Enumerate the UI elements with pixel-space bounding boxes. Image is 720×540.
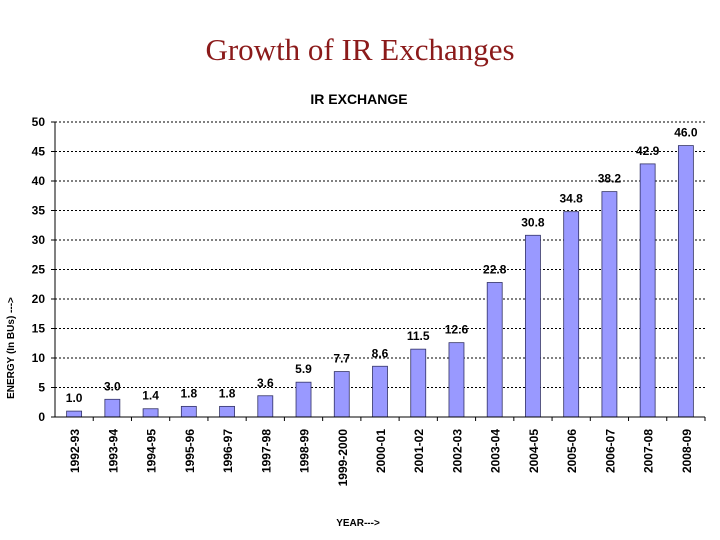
x-axis-label: YEAR---> xyxy=(336,518,380,529)
bar xyxy=(66,410,83,418)
data-label: 34.8 xyxy=(559,192,583,206)
x-tick-labels: 1992-93 1993-94 1994-95 1995-96 1996-97 1997-… xyxy=(68,429,694,487)
y-tick-label: 20 xyxy=(32,292,46,306)
data-label: 5.9 xyxy=(295,362,312,376)
x-tick-label: 2003-04 xyxy=(489,429,503,473)
x-tick-label: 2000-01 xyxy=(374,429,388,473)
y-tick-label: 15 xyxy=(32,322,46,336)
bar xyxy=(219,405,235,418)
data-label: 22.8 xyxy=(483,262,507,276)
data-label: 7.7 xyxy=(333,352,350,366)
bar xyxy=(525,234,541,418)
data-label: 8.6 xyxy=(372,346,389,360)
x-tick-label: 1998-99 xyxy=(298,429,312,473)
y-tick-labels: 0 5 10 15 20 25 30 35 40 45 50 xyxy=(32,115,46,424)
data-label: 38.2 xyxy=(598,172,622,186)
y-tick-label: 50 xyxy=(32,115,46,129)
page-title: Growth of IR Exchanges xyxy=(205,32,515,67)
data-labels: 1.0 3.0 1.4 1.8 1.8 3.6 5.9 7.7 8.6 11.5 12.6 22.8 3… xyxy=(66,126,698,406)
bars xyxy=(66,145,694,418)
x-tick-label: 1996-97 xyxy=(221,429,235,473)
bar xyxy=(372,365,388,418)
x-tick-label: 1994-95 xyxy=(145,429,159,473)
x-tick-label: 1997-98 xyxy=(259,429,273,473)
x-tick-label: 2007-08 xyxy=(642,429,656,473)
data-label: 1.4 xyxy=(142,389,159,403)
gridlines xyxy=(55,121,705,388)
data-label: 1.8 xyxy=(180,386,197,400)
bar xyxy=(639,163,656,418)
bar xyxy=(257,395,274,418)
y-axis-label: ENERGY (In BUs) ---> xyxy=(6,297,17,399)
bar xyxy=(410,348,427,418)
bar xyxy=(142,408,159,418)
bar xyxy=(104,398,121,418)
bar xyxy=(486,282,503,418)
data-label: 3.0 xyxy=(104,379,121,393)
axes xyxy=(51,121,706,421)
chart-title: IR EXCHANGE xyxy=(310,91,407,107)
x-tick-label: 2006-07 xyxy=(603,429,617,473)
data-label: 11.5 xyxy=(407,329,430,343)
data-label: 1.0 xyxy=(66,391,83,405)
x-tick-label: 2004-05 xyxy=(527,429,541,473)
bar xyxy=(180,405,197,418)
ir-exchange-chart: IR EXCHANGE 0 5 10 15 20 25 30 35 40 45 50 1992-93… xyxy=(6,91,706,529)
y-tick-label: 0 xyxy=(38,410,45,424)
x-tick-label: 2008-09 xyxy=(680,429,694,473)
x-tick-label: 1993-94 xyxy=(106,429,120,473)
x-tick-label: 1999-2000 xyxy=(336,429,350,487)
x-tick-label: 1992-93 xyxy=(68,429,82,473)
y-tick-label: 40 xyxy=(32,174,46,188)
data-label: 1.8 xyxy=(219,386,236,400)
data-label: 30.8 xyxy=(521,215,545,229)
y-tick-label: 25 xyxy=(32,263,46,277)
y-tick-label: 10 xyxy=(32,351,46,365)
bar xyxy=(563,211,580,418)
bar xyxy=(601,191,618,418)
x-tick-label: 2005-06 xyxy=(565,429,579,473)
y-tick-label: 35 xyxy=(32,204,46,218)
data-label: 42.9 xyxy=(636,144,660,158)
data-label: 3.6 xyxy=(257,376,274,390)
x-tick-label: 1995-96 xyxy=(183,429,197,473)
data-label: 46.0 xyxy=(674,126,698,140)
y-tick-label: 30 xyxy=(32,233,46,247)
bar xyxy=(677,145,694,418)
y-tick-label: 45 xyxy=(32,145,46,159)
bar xyxy=(448,342,465,418)
x-tick-label: 2001-02 xyxy=(412,429,426,473)
data-label: 12.6 xyxy=(445,323,469,337)
x-tick-label: 2002-03 xyxy=(450,429,464,473)
bar xyxy=(333,371,350,418)
bar xyxy=(295,381,312,418)
y-tick-label: 5 xyxy=(38,381,45,395)
